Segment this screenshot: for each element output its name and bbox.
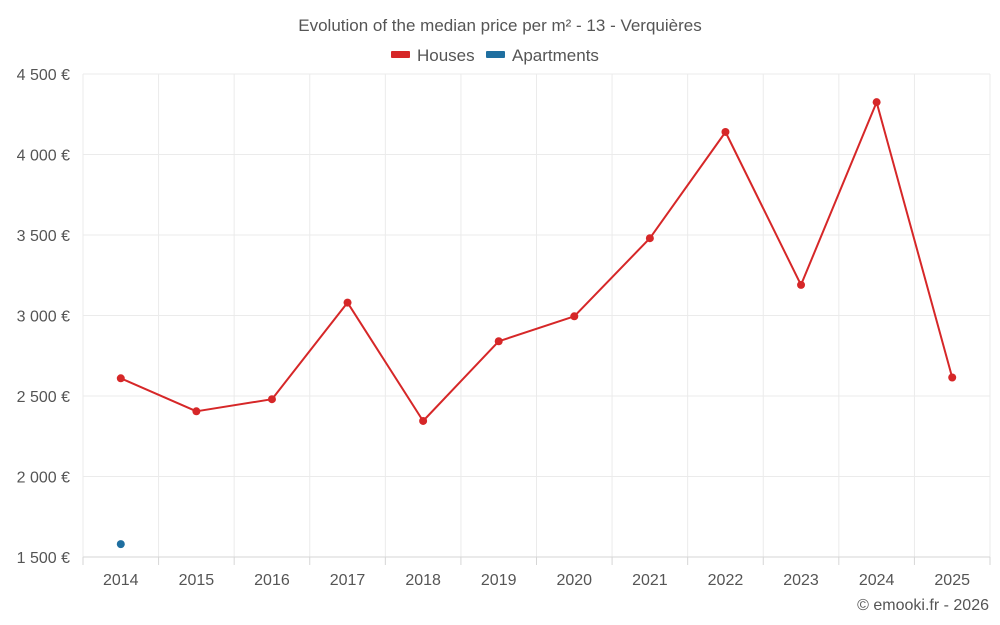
grid-layer (82, 73, 991, 557)
y-tick-label: 1 500 € (17, 550, 70, 567)
data-point-houses-2016[interactable] (267, 395, 276, 404)
x-tick-label: 2023 (783, 572, 819, 589)
legend-item-houses[interactable]: Houses (391, 46, 475, 65)
x-tick-label: 2022 (708, 572, 744, 589)
y-tick-label: 4 000 € (17, 148, 70, 165)
chart-title: Evolution of the median price per m² - 1… (298, 16, 701, 35)
data-point-houses-2020[interactable] (570, 312, 579, 321)
legend-item-apartments[interactable]: Apartments (486, 46, 599, 65)
x-tick-label: 2016 (254, 572, 290, 589)
x-tick-label: 2019 (481, 572, 517, 589)
x-tick-label: 2018 (405, 572, 441, 589)
footer-credit: © emooki.fr - 2026 (857, 597, 989, 614)
legend-label-apartments: Apartments (512, 46, 599, 65)
data-point-apartments-2014[interactable] (116, 540, 125, 549)
y-tick-label: 2 000 € (17, 470, 70, 487)
data-point-houses-2018[interactable] (419, 416, 428, 425)
data-point-houses-2019[interactable] (494, 337, 503, 346)
x-tick-label: 2024 (859, 572, 895, 589)
x-tick-label: 2020 (556, 572, 592, 589)
x-tick-label: 2015 (179, 572, 215, 589)
x-tick-label: 2014 (103, 572, 139, 589)
y-tick-label: 3 000 € (17, 309, 70, 326)
data-point-houses-2023[interactable] (797, 280, 806, 289)
x-tick-label: 2021 (632, 572, 668, 589)
data-point-houses-2021[interactable] (645, 234, 654, 243)
x-tick-label: 2017 (330, 572, 366, 589)
legend-label-houses: Houses (417, 46, 475, 65)
y-tick-label: 4 500 € (17, 67, 70, 84)
y-tick-label: 3 500 € (17, 228, 70, 245)
data-point-houses-2014[interactable] (116, 374, 125, 383)
data-point-houses-2025[interactable] (948, 373, 957, 382)
y-tick-label: 2 500 € (17, 389, 70, 406)
data-point-houses-2015[interactable] (192, 407, 201, 416)
legend-swatch-houses (391, 51, 410, 58)
series-line-houses (120, 101, 954, 422)
data-point-houses-2017[interactable] (343, 298, 352, 307)
data-point-houses-2022[interactable] (721, 127, 730, 136)
axis-layer: 1 500 € 2 000 € 2 500 € 3 000 € 3 500 € 4 000… (17, 67, 991, 589)
series-layer (116, 98, 957, 549)
legend-swatch-apartments (486, 51, 505, 58)
legend: Houses Apartments (391, 46, 599, 65)
data-point-houses-2024[interactable] (872, 98, 881, 107)
x-tick-label: 2025 (934, 572, 970, 589)
